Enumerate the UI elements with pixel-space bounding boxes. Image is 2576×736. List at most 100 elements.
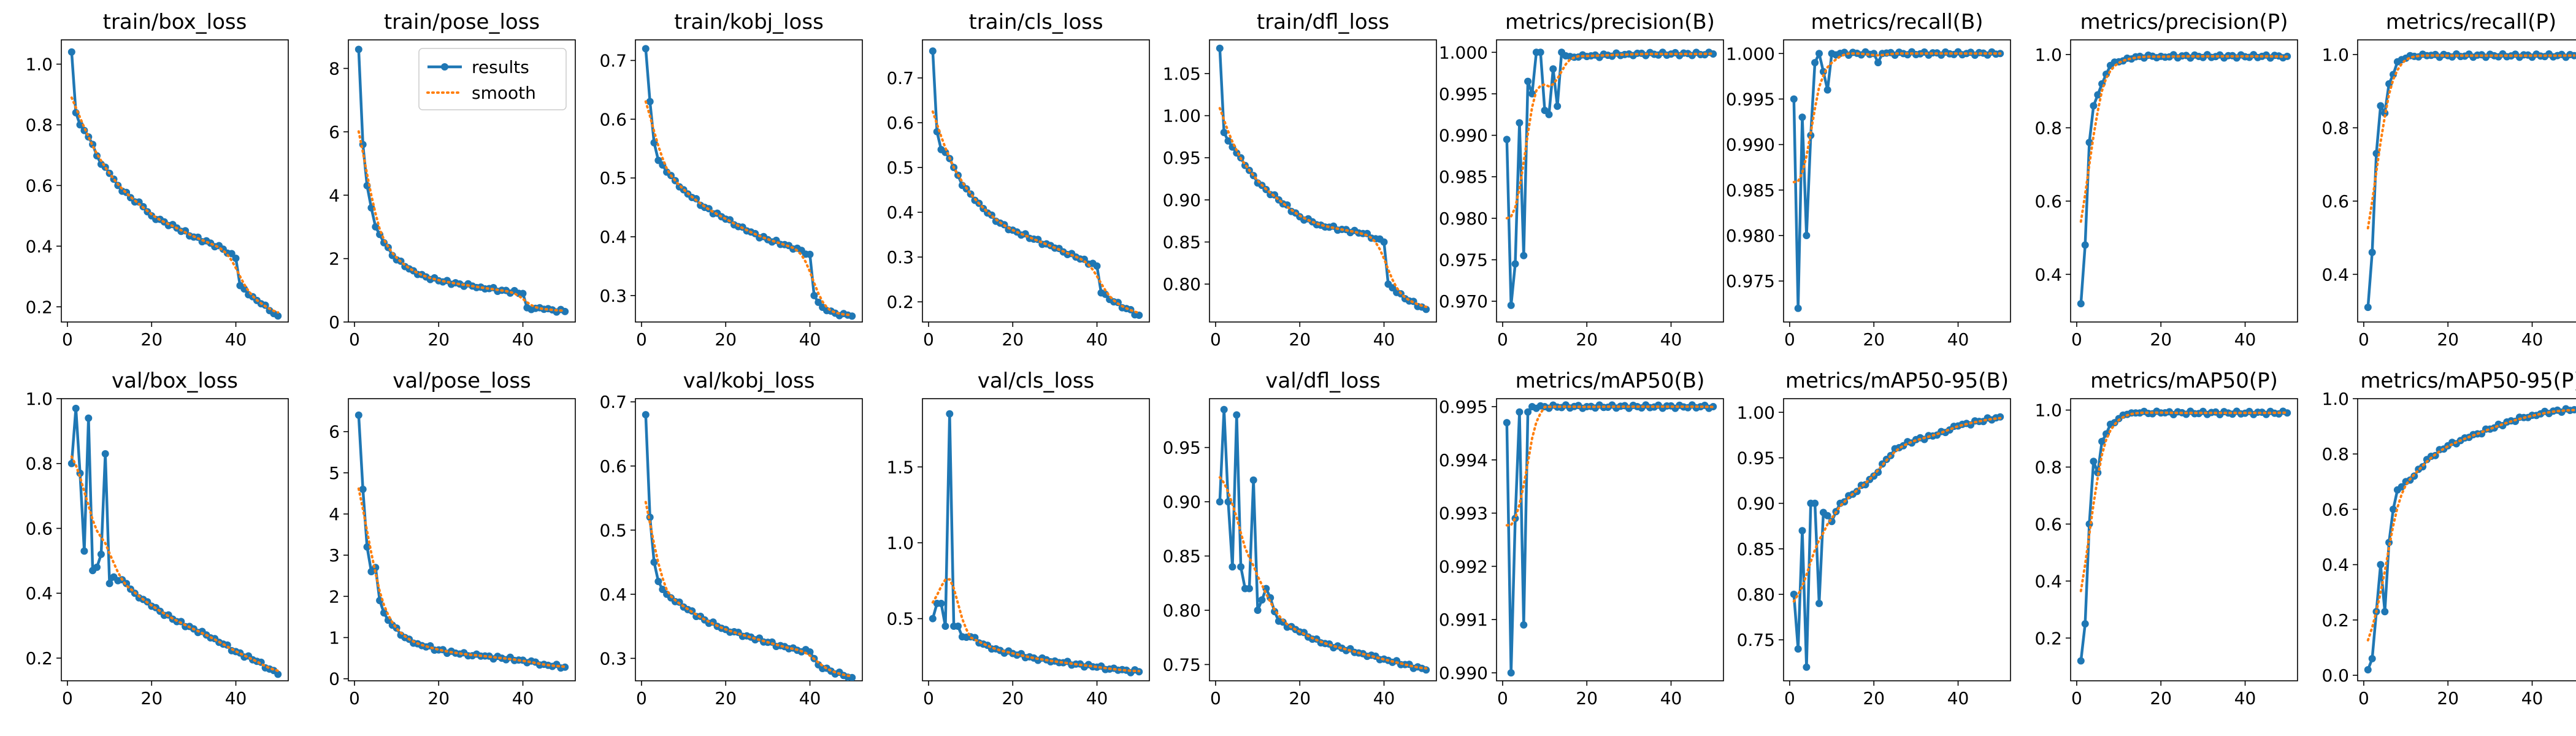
y-tick-label: 0.6	[886, 113, 914, 133]
results-point	[2283, 409, 2291, 417]
x-tick-label: 0	[1497, 688, 1508, 708]
smooth-line	[644, 100, 854, 316]
chart-title: val/pose_loss	[393, 369, 531, 393]
x-tick-label: 40	[799, 688, 821, 708]
results-point	[2090, 458, 2098, 466]
x-tick-label: 0	[636, 688, 647, 708]
x-tick-label: 0	[349, 688, 360, 708]
y-tick-label: 0.7	[599, 51, 627, 71]
results-point	[1874, 59, 1882, 67]
x-tick-label: 0	[1784, 329, 1795, 350]
chart-title: val/cls_loss	[978, 369, 1094, 393]
y-tick-label: 3	[329, 545, 340, 565]
x-tick-label: 0	[62, 329, 73, 350]
results-point	[2077, 657, 2085, 665]
series-group	[67, 404, 282, 678]
chart-panel: metrics/mAP50(P) 0.2 0.4 0.6 0.8 1.0 0 20 40	[2034, 369, 2298, 708]
chart-title: metrics/recall(B)	[1811, 10, 1983, 34]
y-tick-label: 0.80	[1163, 274, 1201, 294]
results-line	[2079, 53, 2288, 304]
y-tick-label: 0.6	[2034, 191, 2062, 212]
x-tick-label: 40	[1660, 688, 1682, 708]
y-tick-label: 0.85	[1737, 539, 1775, 559]
plot-frame	[635, 398, 863, 681]
smooth-line	[1792, 416, 2002, 603]
x-tick-label: 20	[140, 688, 163, 708]
results-point	[650, 558, 658, 566]
plot-frame	[922, 39, 1150, 323]
results-point	[726, 216, 734, 224]
x-tick-label: 0	[2071, 688, 2082, 708]
results-point	[937, 599, 945, 607]
y-tick-label: 1.0	[886, 533, 914, 553]
results-point	[692, 195, 700, 202]
y-tick-label: 0.993	[1439, 504, 1488, 524]
x-tick-label: 40	[225, 329, 247, 350]
results-point	[177, 618, 185, 626]
results-point	[561, 307, 569, 315]
x-tick-label: 20	[2437, 688, 2459, 708]
y-tick-label: 0.2	[2034, 628, 2062, 648]
y-tick-label: 0.985	[1439, 167, 1488, 187]
results-line	[1505, 50, 1714, 307]
y-tick-label: 1.0	[2034, 401, 2062, 421]
chart-panel: train/box_loss 0.2 0.4 0.6 0.8 1.0 0 20 40	[25, 10, 289, 350]
results-point	[1803, 232, 1811, 239]
y-tick-label: 0.992	[1439, 556, 1488, 577]
results-point	[2368, 654, 2376, 662]
series-group	[355, 411, 569, 672]
y-tick-label: 0.8	[2321, 118, 2349, 138]
y-tick-label: 1.00	[1737, 402, 1775, 423]
series-group	[1216, 405, 1430, 674]
y-tick-label: 0.4	[25, 236, 53, 256]
results-point	[1811, 499, 1819, 507]
chart-panel: train/pose_loss 0 2 4 6 8 0 20 40 results smooth	[329, 10, 576, 350]
results-point	[1524, 77, 1532, 85]
y-tick-label: 0.991	[1439, 610, 1488, 630]
y-tick-label: 1.0	[25, 389, 53, 409]
smooth-line	[2079, 411, 2289, 592]
y-tick-label: 1.000	[1439, 42, 1488, 63]
x-tick-label: 20	[140, 329, 163, 350]
y-tick-label: 2	[329, 249, 340, 269]
results-point	[1511, 260, 1519, 268]
results-point	[101, 450, 109, 458]
legend-results-marker	[441, 63, 448, 71]
results-point	[646, 98, 654, 105]
chart-title: train/box_loss	[103, 10, 247, 34]
results-point	[1249, 476, 1257, 484]
chart-panel: val/box_loss 0.2 0.4 0.6 0.8 1.0 0 20 40	[25, 369, 289, 708]
y-tick-label: 0.75	[1737, 630, 1775, 650]
results-point	[806, 648, 814, 656]
y-tick-label: 1.00	[1163, 106, 1201, 126]
results-point	[355, 45, 362, 53]
y-tick-label: 2	[329, 586, 340, 607]
y-tick-label: 0.995	[1439, 397, 1488, 417]
y-tick-label: 1	[329, 627, 340, 648]
smooth-line	[1792, 52, 2002, 183]
y-tick-label: 0.4	[2321, 555, 2349, 575]
series-group	[2077, 407, 2291, 665]
series-group	[67, 48, 282, 320]
plot-frame	[61, 398, 289, 681]
chart-title: val/box_loss	[112, 369, 238, 393]
chart-title: train/pose_loss	[384, 10, 540, 34]
results-point	[274, 312, 282, 320]
y-tick-label: 0	[329, 669, 340, 689]
results-line	[70, 407, 279, 676]
results-point	[1279, 618, 1287, 626]
x-tick-label: 0	[62, 688, 73, 708]
smooth-line	[931, 110, 1141, 315]
results-point	[2377, 102, 2385, 110]
results-point	[946, 410, 954, 418]
results-point	[1815, 599, 1823, 607]
series-group	[929, 47, 1143, 319]
y-tick-label: 0.80	[1163, 600, 1201, 621]
y-tick-label: 0.6	[599, 109, 627, 129]
results-line	[2366, 407, 2575, 670]
y-tick-label: 0.2	[2321, 610, 2349, 631]
plot-frame	[61, 39, 289, 323]
y-tick-label: 0.90	[1163, 492, 1201, 512]
results-point	[1516, 408, 1524, 416]
